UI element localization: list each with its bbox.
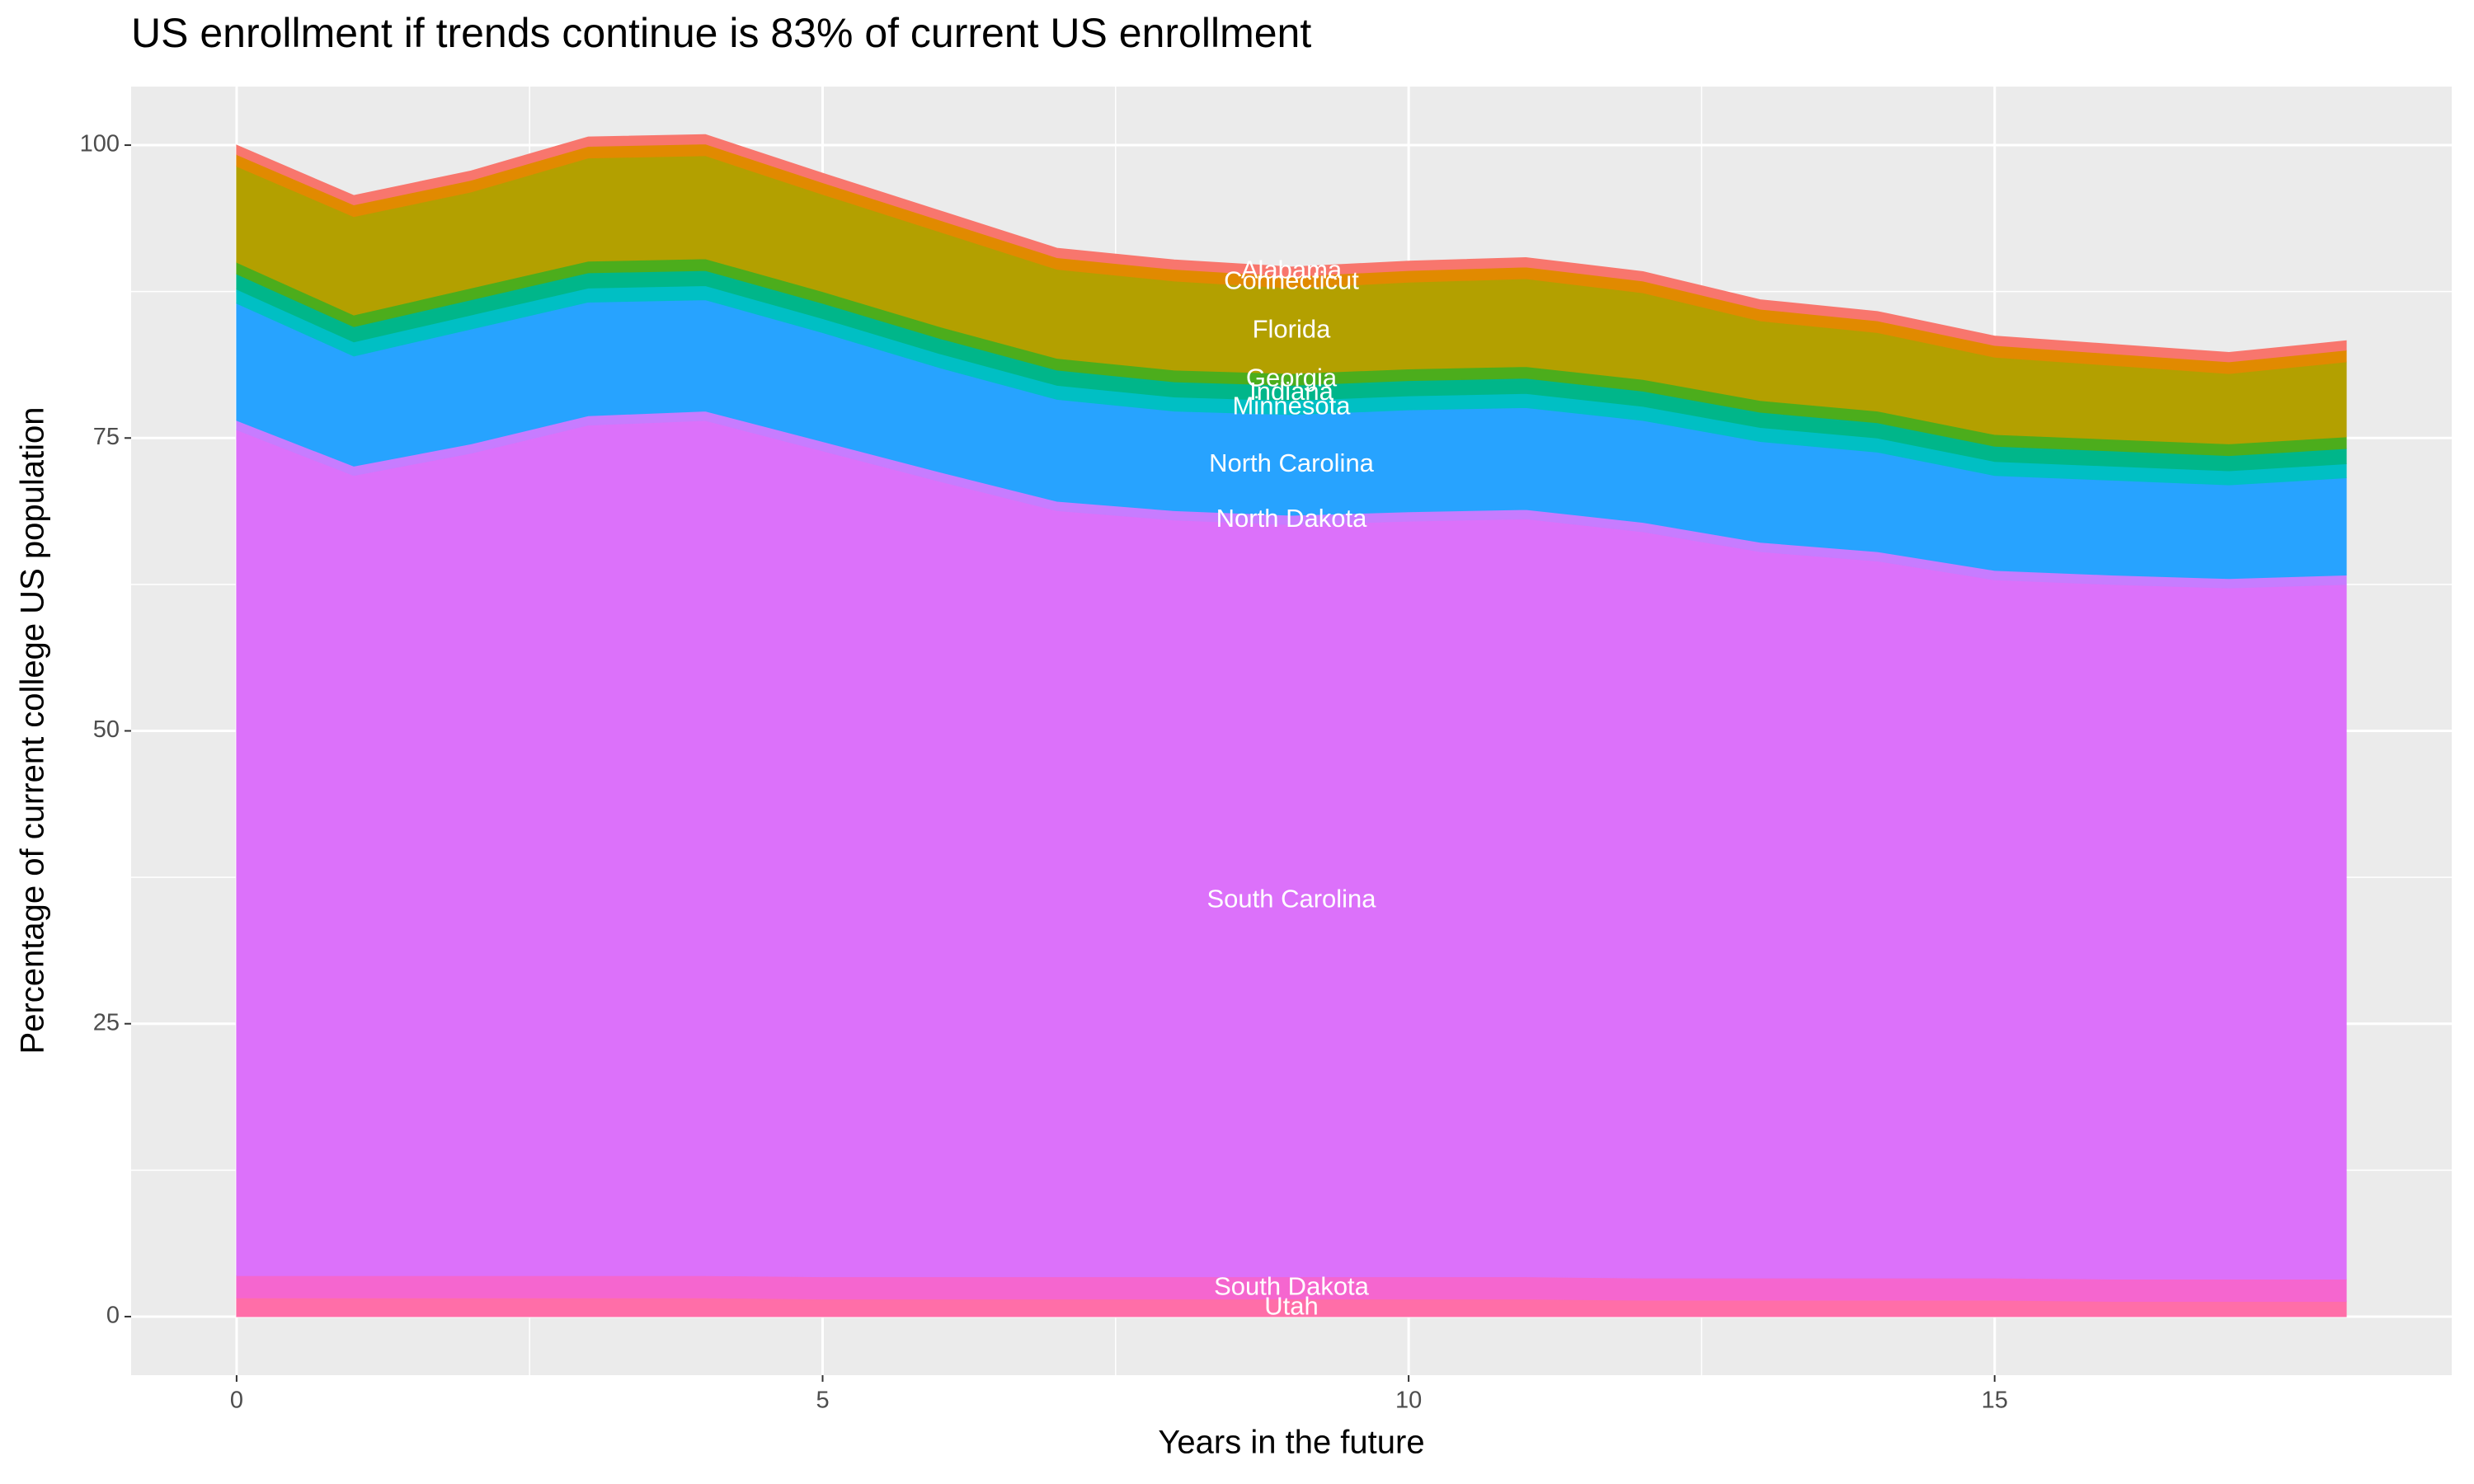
y-axis-title: Percentage of current college US populat… [15,407,51,1054]
series-label: Indiana [1249,377,1333,406]
areas [236,134,2347,1317]
series-label: Alabama [1241,256,1343,284]
y-tick-label: 75 [93,424,120,450]
chart-title: US enrollment if trends continue is 83% … [131,10,1311,56]
x-tick-label: 0 [230,1388,243,1414]
y-tick-label: 50 [93,716,120,743]
series-label: North Dakota [1216,504,1367,533]
series-label: Utah [1264,1291,1318,1320]
series-label: Connecticut [1224,265,1359,294]
axes: 0 25 50 75 100 0 5 10 15 [80,131,2008,1414]
x-tick-label: 15 [1982,1388,2008,1414]
x-axis-title: Years in the future [1158,1425,1424,1461]
y-tick-label: 25 [93,1009,120,1036]
y-tick-label: 0 [106,1303,120,1329]
series-label: Georgia [1246,363,1338,392]
area [236,134,2347,363]
y-tick-label: 100 [80,131,120,157]
x-tick-label: 5 [816,1388,829,1414]
series-label: North Carolina [1209,448,1375,477]
series-label: South Dakota [1214,1271,1370,1300]
x-tick-label: 10 [1395,1388,1422,1414]
series-label: South Carolina [1206,885,1376,913]
series-label: Minnesota [1232,392,1351,420]
series-label: Florida [1253,314,1332,343]
